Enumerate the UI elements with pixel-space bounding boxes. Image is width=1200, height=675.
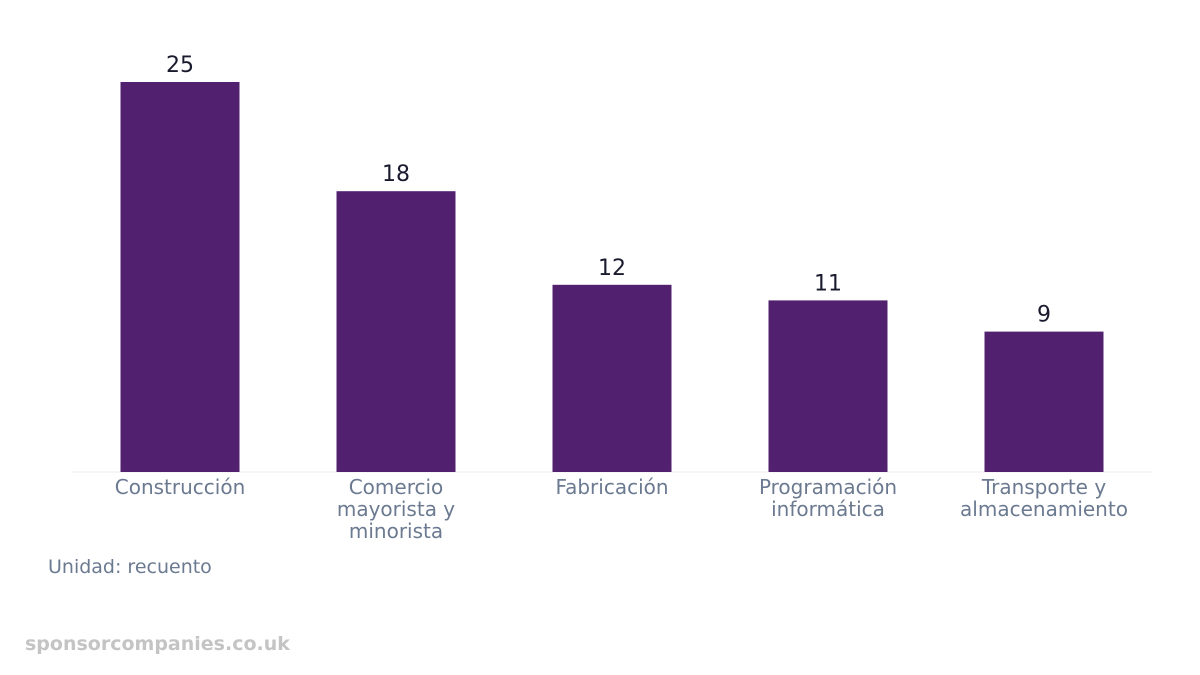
x-tick-label: Transporte y almacenamiento [960, 475, 1128, 521]
x-tick-label-line: informática [771, 497, 885, 521]
x-tick-label-line: Programación [759, 475, 897, 499]
bar [120, 82, 240, 472]
bars-group [120, 82, 1104, 472]
x-tick-label: Comercio mayorista y minorista [337, 475, 455, 543]
x-tick-label-line: Fabricación [555, 475, 668, 499]
bar-value-label: 11 [814, 271, 842, 296]
bar-value-label: 18 [382, 162, 410, 187]
x-tick-label: Programación informática [759, 475, 897, 521]
x-tick-label-line: mayorista y [337, 497, 455, 521]
unit-note: Unidad: recuento [48, 556, 212, 578]
bar-value-label: 12 [598, 256, 626, 281]
bar-value-label: 25 [166, 53, 194, 78]
x-tick-label-line: minorista [349, 519, 443, 543]
bar [768, 300, 888, 472]
x-tick-label-line: Construcción [115, 475, 246, 499]
bar [984, 331, 1104, 472]
x-tick-labels-group: Construcción Comercio mayorista y minorista… [115, 475, 1128, 543]
x-tick-label-line: Transporte y [981, 475, 1107, 499]
x-tick-label: Fabricación [555, 475, 668, 499]
bar-value-label: 9 [1037, 303, 1051, 328]
x-tick-label: Construcción [115, 475, 246, 499]
value-labels-group: 25 18 12 11 9 [166, 53, 1051, 328]
x-tick-label-line: almacenamiento [960, 497, 1128, 521]
bar [336, 191, 456, 472]
bar [552, 284, 672, 472]
x-tick-label-line: Comercio [349, 475, 444, 499]
watermark: sponsorcompanies.co.uk [25, 633, 290, 655]
